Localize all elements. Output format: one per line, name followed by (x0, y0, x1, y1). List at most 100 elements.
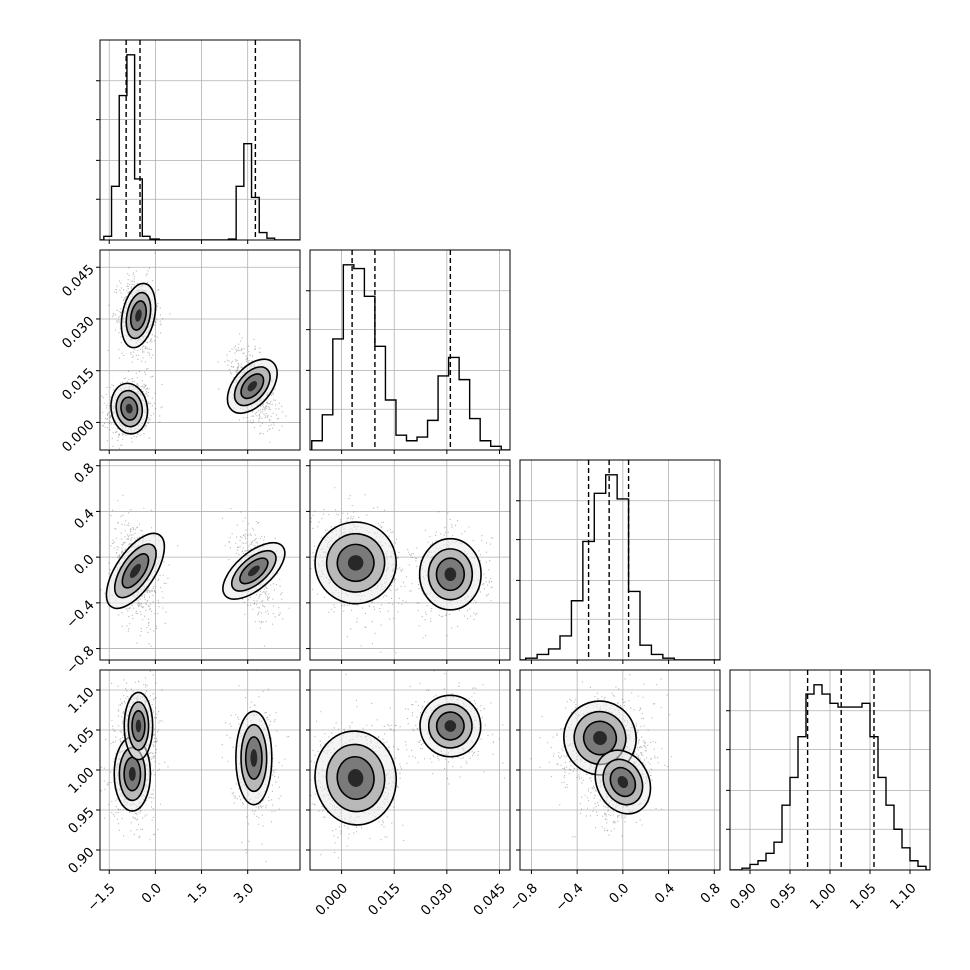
y-tick-label: 0.90 (65, 844, 98, 877)
contour-mid (602, 758, 644, 806)
y-tick-label: 0.4 (71, 506, 98, 533)
y-tick-label: 1.10 (65, 684, 98, 717)
x-tick-label: 0.000 (313, 880, 352, 919)
panel-0-0 (96, 39, 301, 244)
panel-frame (309, 459, 511, 661)
contour-mid (233, 366, 271, 407)
histogram-0 (100, 54, 300, 240)
contour-core-fill (129, 563, 141, 578)
y-tick-label: 0.015 (59, 365, 98, 404)
y-tick-label: 0.8 (71, 460, 98, 487)
density-cluster-1 (120, 282, 157, 349)
contour-outer (222, 541, 286, 600)
contour-outer (419, 694, 482, 758)
contour-core-fill (347, 555, 364, 571)
contour-inner (121, 553, 150, 589)
contour-outer (594, 749, 652, 815)
contour-core-fill (347, 769, 364, 787)
y-tick-label: 1.05 (65, 724, 98, 757)
y-tick-label: −0.4 (63, 597, 97, 631)
histogram-3 (730, 684, 930, 870)
contour-inner (131, 709, 146, 742)
panel-3-3: 0.90 0.95 1.00 1.05 1.10 (726, 669, 931, 913)
panel-2-1 (306, 459, 511, 664)
density-cluster-1 (594, 749, 652, 815)
density-cluster-1 (419, 694, 482, 758)
contour-mid (325, 743, 386, 813)
x-tick-label: 1.5 (185, 880, 212, 907)
x-tick-label: 0.030 (418, 880, 457, 919)
contour-mid (230, 549, 277, 592)
x-tick-label: 0.0 (138, 880, 165, 907)
contour-core-fill (617, 775, 629, 789)
panel-frame (99, 459, 301, 661)
contour-core-fill (128, 766, 136, 782)
contour-core-fill (444, 720, 457, 732)
panel-3-0: 0.90 0.95 1.00 1.05 1.10 −1.5 0.0 1.5 3.0 (65, 669, 301, 915)
contour-outer (314, 521, 397, 605)
contour-inner (609, 766, 637, 798)
density-cluster-0 (110, 382, 149, 435)
density-cluster-2 (226, 358, 278, 414)
contour-inner (240, 373, 265, 400)
panel-frame (99, 669, 301, 871)
density-cluster-1 (222, 541, 286, 600)
contour-outer (235, 710, 273, 806)
x-tick-label: 1.00 (807, 880, 840, 913)
y-tick-label: 0.030 (59, 313, 98, 352)
x-tick-label: 0.4 (652, 880, 679, 907)
x-tick-label: −0.8 (507, 880, 541, 914)
y-tick-label: 0.045 (59, 262, 98, 301)
contour-inner (435, 711, 465, 741)
histogram-1 (310, 264, 510, 450)
x-tick-label: 3.0 (231, 880, 258, 907)
contour-inner (120, 396, 139, 421)
contour-inner (129, 300, 147, 331)
contour-core-fill (247, 381, 258, 392)
panel-1-0: 0.000 0.015 0.030 0.045 (59, 249, 301, 456)
contour-core-fill (444, 567, 457, 582)
x-tick-label: 0.8 (697, 880, 724, 907)
y-tick-label: 0.0 (71, 551, 98, 578)
contour-outer (226, 358, 278, 414)
contour-mid (427, 703, 473, 749)
contour-core-fill (247, 565, 260, 577)
panel-2-2 (516, 459, 721, 664)
contour-core-fill (250, 749, 258, 767)
contour-core-fill (135, 719, 142, 733)
panel-frame (309, 669, 511, 871)
contour-inner (435, 557, 466, 592)
contour-inner (336, 543, 375, 583)
x-tick-label: −1.5 (84, 880, 118, 914)
y-tick-label: 0.000 (59, 417, 98, 456)
y-tick-label: 1.00 (65, 764, 98, 797)
contour-mid (127, 701, 150, 751)
contour-inner (239, 557, 269, 585)
contour-core-fill (125, 403, 133, 414)
panel-3-2: −0.8 −0.4 0.0 0.4 0.8 (507, 669, 724, 915)
panel-1-1 (306, 249, 511, 454)
x-tick-label: 1.05 (847, 880, 880, 913)
contour-mid (325, 532, 386, 593)
contour-mid (115, 389, 144, 428)
contour-mid (240, 723, 268, 793)
density-cluster-0 (105, 532, 166, 610)
contour-outer (110, 382, 149, 435)
panel-frame (309, 249, 511, 451)
x-tick-label: 0.0 (606, 880, 633, 907)
density-cluster-1 (418, 537, 482, 611)
y-tick-label: 0.95 (65, 804, 98, 837)
x-tick-label: 1.10 (887, 880, 920, 913)
x-tick-label: 0.95 (767, 880, 800, 913)
contour-outer (123, 691, 154, 761)
contour-inner (244, 736, 263, 780)
contour-mid (427, 548, 474, 601)
x-tick-label: 0.015 (365, 880, 404, 919)
contour-outer (314, 730, 398, 826)
contour-inner (336, 755, 375, 801)
x-tick-label: 0.045 (470, 880, 509, 919)
contour-mid (113, 543, 157, 599)
panel-2-0: −0.8 −0.4 0.0 0.4 0.8 (63, 459, 301, 677)
density-cluster-2 (235, 710, 273, 806)
